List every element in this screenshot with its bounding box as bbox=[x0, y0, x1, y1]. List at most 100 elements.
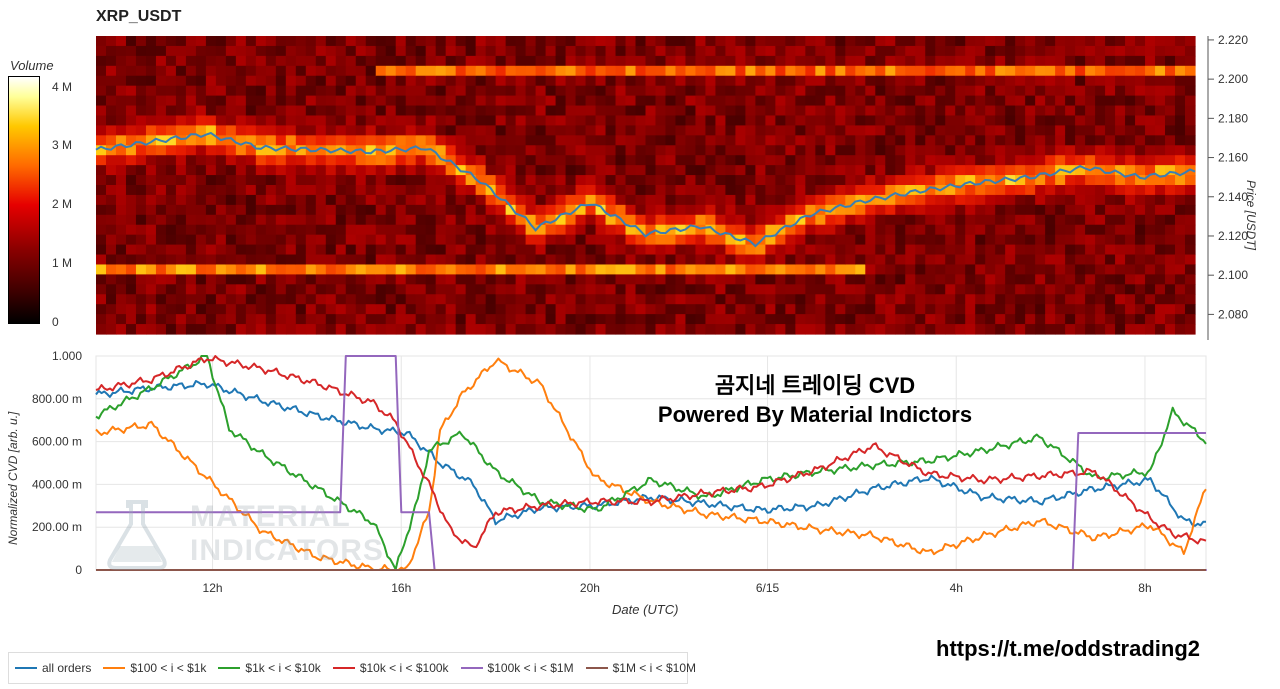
legend-item[interactable]: $100 < i < $1k bbox=[103, 661, 206, 675]
heatmap-cell bbox=[265, 36, 277, 47]
heatmap-cell bbox=[925, 45, 936, 57]
heatmap-cell bbox=[555, 125, 567, 136]
heatmap-cell bbox=[815, 314, 826, 325]
heatmap-cell bbox=[775, 185, 786, 196]
heatmap-cell bbox=[185, 194, 197, 206]
heatmap-cell bbox=[995, 314, 1006, 325]
legend-item[interactable]: all orders bbox=[15, 661, 91, 675]
heatmap-cell bbox=[635, 244, 647, 256]
heatmap-cell bbox=[825, 264, 836, 275]
heatmap-cell bbox=[1155, 324, 1166, 335]
heatmap-cell bbox=[1165, 185, 1176, 196]
heatmap-cell bbox=[575, 45, 587, 57]
telegram-link[interactable]: https://t.me/oddstrading2 bbox=[936, 636, 1200, 661]
heatmap-cell bbox=[895, 115, 906, 126]
heatmap-cell bbox=[1065, 75, 1076, 87]
heatmap-cell bbox=[1095, 36, 1106, 47]
heatmap-cell bbox=[685, 55, 697, 67]
heatmap-cell bbox=[695, 304, 707, 315]
legend-item[interactable]: $1M < i < $10M bbox=[585, 661, 696, 675]
heatmap-cell bbox=[355, 274, 367, 285]
heatmap-cell bbox=[365, 45, 377, 57]
heatmap-cell bbox=[855, 175, 866, 186]
heatmap-cell bbox=[1175, 185, 1186, 196]
heatmap-cell bbox=[115, 65, 127, 77]
heatmap-cell bbox=[605, 75, 617, 87]
heatmap-cell bbox=[375, 274, 387, 285]
heatmap-cell bbox=[565, 194, 577, 206]
heatmap-cell bbox=[265, 294, 277, 305]
heatmap-cell bbox=[485, 115, 497, 126]
heatmap-cell bbox=[585, 185, 597, 196]
heatmap-cell bbox=[1025, 324, 1036, 335]
heatmap-cell bbox=[205, 254, 217, 266]
heatmap-cell bbox=[835, 224, 846, 236]
heatmap-cell bbox=[955, 194, 966, 206]
heatmap-cell bbox=[595, 115, 607, 126]
heatmap-cell bbox=[115, 324, 127, 335]
heatmap-cell bbox=[755, 264, 766, 275]
heatmap-cell bbox=[505, 135, 517, 146]
heatmap-cell bbox=[105, 85, 117, 97]
heatmap-cell bbox=[455, 264, 467, 275]
heatmap-cell bbox=[945, 175, 956, 186]
heatmap-cell bbox=[1035, 274, 1046, 285]
legend-item[interactable]: $1k < i < $10k bbox=[218, 661, 321, 675]
heatmap-cell bbox=[195, 105, 207, 117]
heatmap-cell bbox=[105, 284, 117, 295]
heatmap-cell bbox=[215, 274, 227, 285]
heatmap-cell bbox=[685, 194, 697, 206]
heatmap-cell bbox=[985, 284, 996, 295]
heatmap-cell bbox=[825, 125, 836, 136]
heatmap-cell bbox=[785, 324, 796, 335]
heatmap-cell bbox=[415, 224, 427, 236]
heatmap-cell bbox=[1085, 224, 1096, 236]
heatmap-cell bbox=[135, 145, 147, 156]
heatmap-cell bbox=[725, 36, 737, 47]
heatmap-cell bbox=[135, 204, 147, 216]
heatmap-cell bbox=[1165, 145, 1176, 156]
heatmap-cell bbox=[285, 155, 297, 166]
heatmap-cell bbox=[655, 135, 667, 146]
heatmap-cell bbox=[605, 194, 617, 206]
heatmap-cell bbox=[565, 254, 577, 266]
legend-item[interactable]: $10k < i < $100k bbox=[332, 661, 449, 675]
heatmap-cell bbox=[565, 204, 577, 216]
heatmap-cell bbox=[435, 194, 447, 206]
heatmap-cell bbox=[1055, 224, 1066, 236]
heatmap-cell bbox=[255, 214, 267, 226]
heatmap-cell bbox=[145, 224, 157, 236]
watermark-line: MATERIAL bbox=[190, 500, 351, 533]
heatmap-cell bbox=[535, 294, 547, 305]
heatmap-cell bbox=[715, 145, 727, 156]
heatmap-cell bbox=[395, 185, 407, 196]
heatmap-cell bbox=[705, 194, 717, 206]
heatmap-cell bbox=[875, 194, 886, 206]
heatmap-cell bbox=[315, 254, 327, 266]
heatmap-cell bbox=[385, 95, 397, 107]
heatmap-cell bbox=[905, 115, 916, 126]
heatmap-cell bbox=[485, 55, 497, 67]
heatmap-cell bbox=[695, 274, 707, 285]
heatmap-cell bbox=[145, 204, 157, 216]
heatmap-cell bbox=[815, 75, 826, 87]
heatmap-cell bbox=[275, 185, 287, 196]
heatmap-cell bbox=[285, 95, 297, 107]
heatmap-cell bbox=[745, 264, 756, 275]
heatmap-cell bbox=[325, 204, 337, 216]
heatmap-cell bbox=[1155, 115, 1166, 126]
heatmap-cell bbox=[345, 194, 357, 206]
heatmap-cell bbox=[175, 75, 187, 87]
heatmap-cell bbox=[705, 274, 717, 285]
heatmap-cell bbox=[485, 125, 497, 136]
heatmap-cell bbox=[575, 75, 587, 87]
heatmap-cell bbox=[1085, 274, 1096, 285]
legend-item[interactable]: $100k < i < $1M bbox=[460, 661, 574, 675]
heatmap-cell bbox=[725, 194, 737, 206]
heatmap-cell bbox=[165, 65, 177, 77]
heatmap-cell bbox=[1045, 185, 1056, 196]
heatmap-cell bbox=[235, 65, 247, 77]
heatmap-cell bbox=[425, 254, 437, 266]
heatmap-cell bbox=[955, 55, 966, 67]
heatmap-cell bbox=[595, 145, 607, 156]
